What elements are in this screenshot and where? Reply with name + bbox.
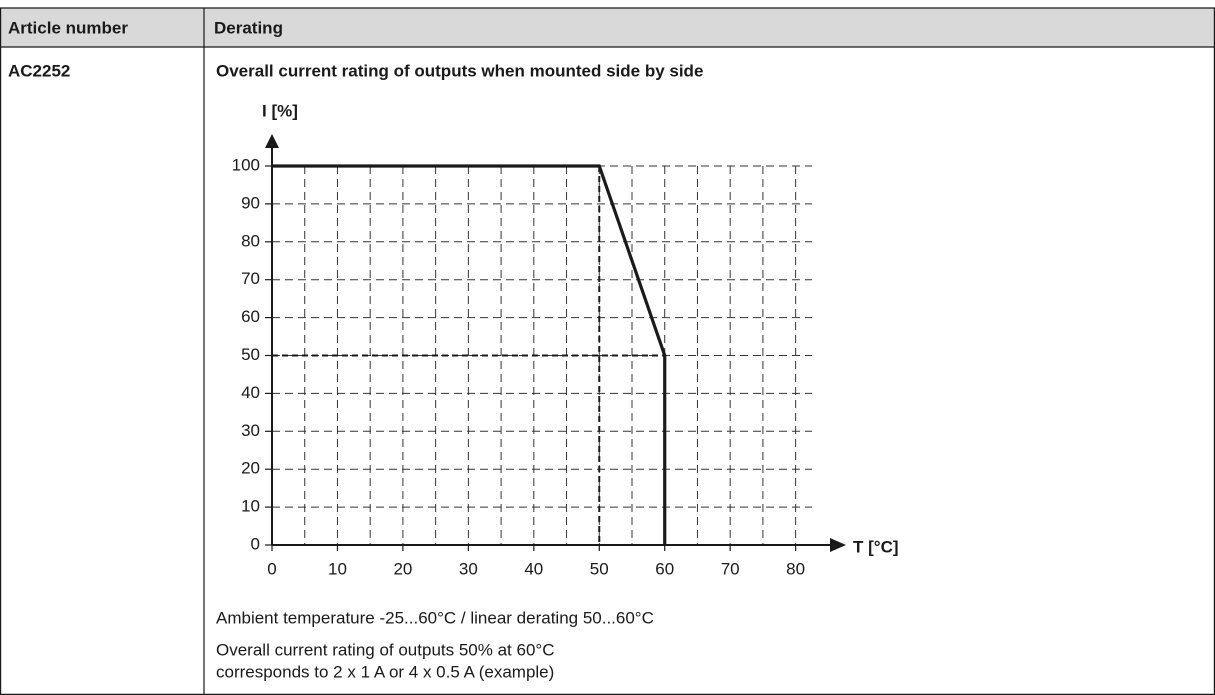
x-tick-label: 0	[267, 559, 276, 578]
x-tick-label: 20	[393, 559, 412, 578]
y-axis-label: I [%]	[262, 101, 298, 120]
article-number: AC2252	[8, 61, 70, 80]
derating-line	[272, 164, 667, 545]
x-tick-label: 50	[590, 559, 609, 578]
header-cell: Article number	[8, 18, 128, 37]
y-tick-label: 20	[241, 459, 260, 478]
y-tick-label: 90	[241, 193, 260, 212]
x-axis-arrow	[830, 538, 846, 552]
y-tick-label: 40	[241, 383, 260, 402]
header-cell: Derating	[214, 18, 283, 37]
x-tick-label: 60	[655, 559, 674, 578]
note: corresponds to 2 x 1 A or 4 x 0.5 A (exa…	[216, 662, 554, 681]
note: Ambient temperature -25...60°C / linear …	[216, 608, 654, 627]
y-axis-arrow	[265, 134, 279, 148]
y-tick-label: 60	[241, 307, 260, 326]
table-borders	[0, 7, 1215, 695]
note: Overall current rating of outputs 50% at…	[216, 640, 554, 659]
header-bg	[0, 8, 1215, 47]
x-axis-label: T [°C]	[853, 537, 899, 556]
x-tick-label: 40	[524, 559, 543, 578]
y-tick-label: 30	[241, 421, 260, 440]
y-tick-label: 10	[241, 497, 260, 516]
y-tick-label: 100	[232, 155, 260, 174]
y-tick-label: 70	[241, 269, 260, 288]
y-tick-label: 50	[241, 345, 260, 364]
y-tick-label: 80	[241, 231, 260, 250]
chart-title: Overall current rating of outputs when m…	[216, 61, 703, 80]
x-tick-label: 30	[459, 559, 478, 578]
y-tick-label: 0	[251, 534, 260, 553]
x-tick-label: 80	[786, 559, 805, 578]
x-tick-label: 70	[721, 559, 740, 578]
x-tick-label: 10	[328, 559, 347, 578]
